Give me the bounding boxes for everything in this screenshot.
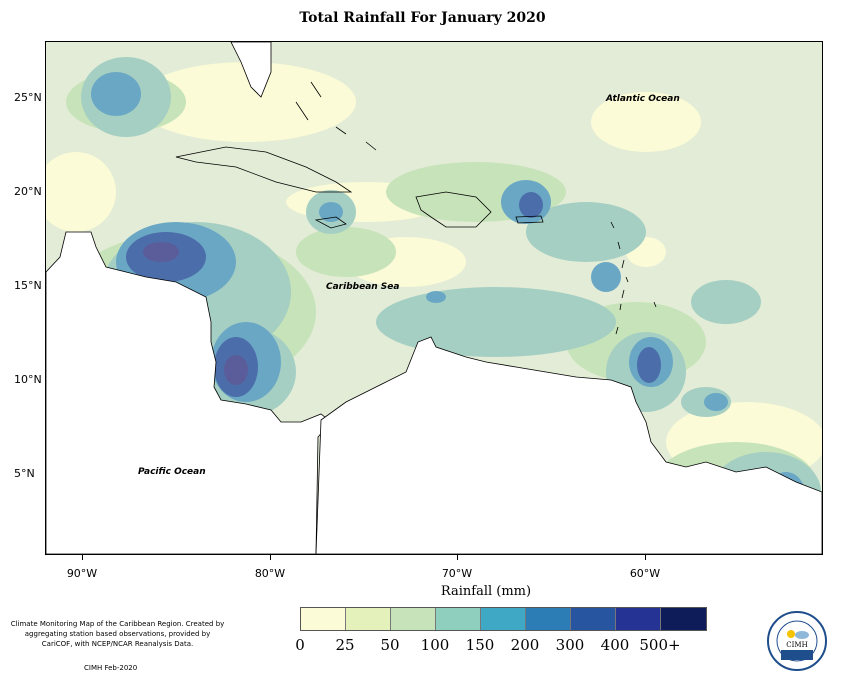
cimh-logo: CIMH (766, 610, 828, 672)
lon-label-60w: 60°W (629, 567, 661, 580)
legend-swatch (391, 608, 436, 630)
legend-swatch (301, 608, 346, 630)
rainfall-map-svg (46, 42, 822, 554)
legend-swatch (526, 608, 571, 630)
cuba (175, 146, 353, 193)
legend-swatch (346, 608, 391, 630)
legend-label: 400 (600, 636, 630, 654)
logo-text: CIMH (786, 641, 807, 649)
map-description: Climate Monitoring Map of the Caribbean … (10, 620, 225, 648)
legend-label: 25 (335, 636, 355, 654)
florida (230, 42, 272, 98)
lon-label-80w: 80°W (254, 567, 286, 580)
legend-label: 500+ (639, 636, 681, 654)
legend-title: Rainfall (mm) (440, 584, 532, 599)
legend-swatch (436, 608, 481, 630)
lon-tick (645, 554, 646, 560)
pacific-ocean-label: Pacific Ocean (138, 467, 206, 477)
lat-label-15n: 15°N (14, 279, 42, 292)
lesser-antilles (295, 81, 657, 335)
puerto-rico (515, 215, 544, 224)
legend-label: 300 (555, 636, 585, 654)
lat-label-5n: 5°N (14, 467, 35, 480)
lon-tick (270, 554, 271, 560)
lon-label-90w: 90°W (66, 567, 98, 580)
legend-label: 200 (510, 636, 540, 654)
lon-tick (82, 554, 83, 560)
map-title: Total Rainfall For January 2020 (299, 10, 546, 26)
map-credit: CIMH Feb-2020 (84, 664, 138, 672)
lat-label-25n: 25°N (14, 91, 42, 104)
landmasses (46, 42, 822, 554)
legend-label: 50 (380, 636, 400, 654)
rainfall-map (45, 41, 823, 555)
legend-swatch (571, 608, 616, 630)
lat-label-20n: 20°N (14, 185, 42, 198)
legend-label: 0 (295, 636, 305, 654)
peak-rainfall-zones (143, 242, 248, 385)
legend-label: 100 (420, 636, 450, 654)
legend-label: 150 (465, 636, 495, 654)
lon-label-70w: 70°W (441, 567, 473, 580)
legend-swatch (481, 608, 526, 630)
south-america (315, 336, 822, 554)
jamaica (314, 216, 347, 229)
lon-tick (457, 554, 458, 560)
atlantic-ocean-label: Atlantic Ocean (606, 94, 680, 104)
lat-label-10n: 10°N (14, 373, 42, 386)
hispaniola (415, 191, 492, 228)
legend-swatch (616, 608, 661, 630)
caribbean-sea-label: Caribbean Sea (326, 282, 400, 292)
legend-swatch (661, 608, 706, 630)
legend-color-bar (300, 607, 707, 631)
